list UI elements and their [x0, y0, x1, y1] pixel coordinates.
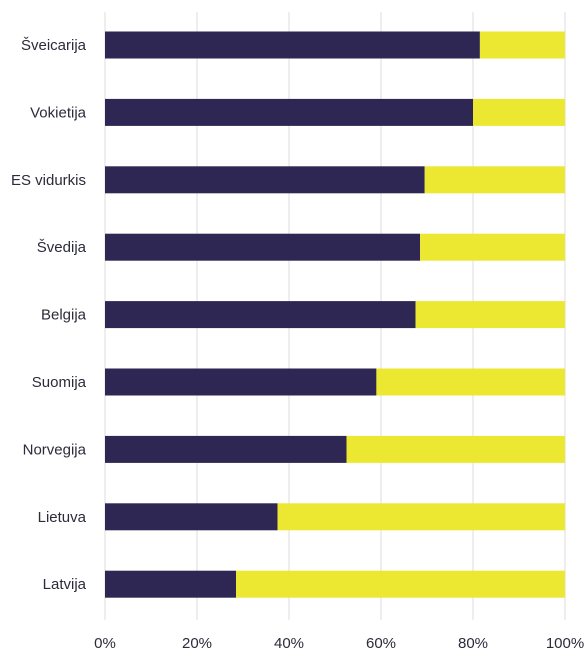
bar-segment-series-1: [105, 98, 473, 126]
category-label: Belgija: [41, 307, 87, 324]
bar-segment-series-2: [415, 301, 565, 329]
x-tick-label: 80%: [458, 635, 488, 652]
bar-segment-series-2: [420, 233, 565, 261]
bar-segment-series-2: [424, 166, 565, 194]
bar-segment-series-1: [105, 233, 421, 261]
bar-segment-series-1: [105, 301, 416, 329]
x-axis-tick-labels: 0% 20% 40% 60% 80% 100%: [94, 635, 584, 652]
bar-segment-series-1: [105, 166, 425, 194]
bar-segment-series-1: [105, 570, 237, 598]
category-label: Latvija: [43, 576, 87, 593]
category-label: Vokietija: [30, 104, 87, 121]
category-label: Šveicarija: [21, 37, 87, 54]
bar-segment-series-1: [105, 503, 278, 531]
bar-segment-series-2: [473, 98, 565, 126]
x-tick-label: 0%: [94, 635, 116, 652]
bar-segment-series-2: [236, 570, 565, 598]
category-label: Lietuva: [38, 509, 87, 526]
bars: [105, 31, 565, 598]
bar-segment-series-2: [376, 368, 565, 396]
x-tick-label: 100%: [546, 635, 584, 652]
bar-segment-series-1: [105, 368, 377, 396]
category-label: ES vidurkis: [11, 172, 86, 189]
bar-segment-series-1: [105, 435, 347, 463]
x-tick-label: 60%: [366, 635, 396, 652]
category-labels: Šveicarija Vokietija ES vidurkis Švedija Bel…: [11, 37, 87, 593]
category-label: Norvegija: [23, 441, 87, 458]
x-tick-label: 40%: [274, 635, 304, 652]
bar-segment-series-1: [105, 31, 480, 59]
bar-segment-series-2: [479, 31, 565, 59]
x-tick-label: 20%: [182, 635, 212, 652]
category-label: Suomija: [32, 374, 87, 391]
category-label: Švedija: [37, 239, 87, 256]
bar-segment-series-2: [346, 435, 565, 463]
bar-segment-series-2: [277, 503, 565, 531]
